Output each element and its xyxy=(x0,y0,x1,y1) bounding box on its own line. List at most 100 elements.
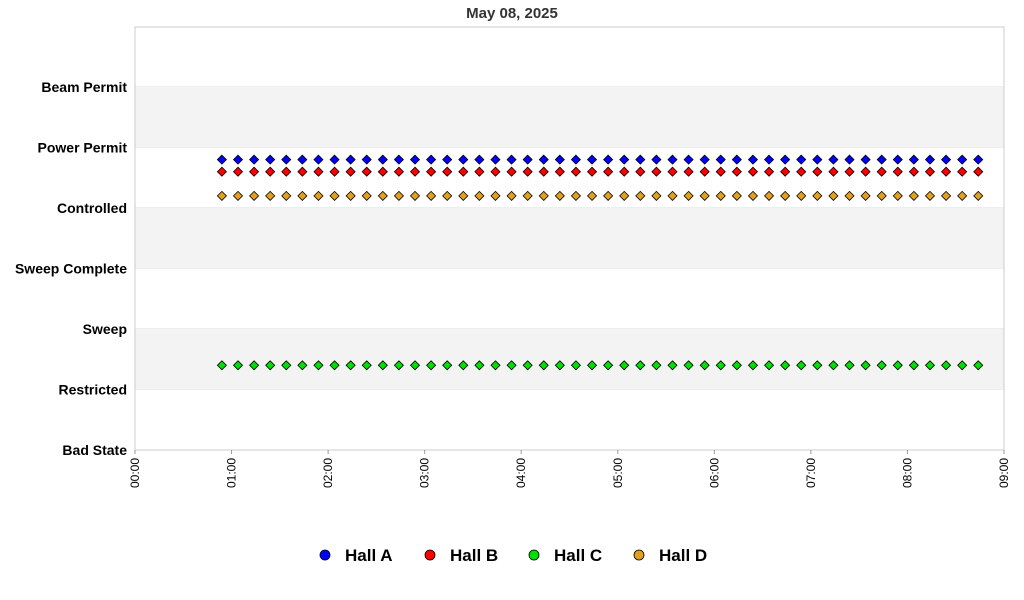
legend-marker xyxy=(424,549,436,561)
data-point xyxy=(409,154,421,165)
data-point xyxy=(522,190,533,201)
data-point xyxy=(522,360,533,371)
data-point xyxy=(973,360,984,371)
legend: Hall A Hall B Hall C Hall D xyxy=(319,546,707,565)
data-point xyxy=(908,360,919,371)
data-point xyxy=(329,154,340,165)
plot-band xyxy=(135,27,1004,87)
data-point xyxy=(265,360,276,371)
plot-band xyxy=(135,87,1004,148)
data-point xyxy=(876,166,887,177)
data-point xyxy=(586,154,598,165)
data-point xyxy=(973,166,984,177)
data-point xyxy=(538,360,549,371)
data-point xyxy=(844,166,855,177)
data-point xyxy=(232,166,244,177)
data-point xyxy=(860,154,871,165)
data-point xyxy=(812,154,823,165)
data-point xyxy=(635,166,646,177)
data-point xyxy=(345,190,356,201)
data-point xyxy=(908,190,919,201)
data-point xyxy=(216,166,227,177)
legend-label: Hall B xyxy=(450,546,498,565)
data-point xyxy=(442,190,453,201)
data-point xyxy=(393,190,404,201)
data-point xyxy=(651,360,662,371)
data-point xyxy=(249,190,260,201)
data-point xyxy=(361,360,372,371)
data-point xyxy=(667,360,678,371)
data-point xyxy=(329,190,340,201)
data-point xyxy=(281,190,292,201)
data-point xyxy=(490,360,501,371)
data-point xyxy=(667,166,678,177)
data-point xyxy=(635,154,646,165)
data-point xyxy=(828,166,839,177)
data-point xyxy=(458,190,469,201)
data-point xyxy=(860,360,871,371)
plot-band xyxy=(135,329,1004,390)
y-tick-label: Sweep Complete xyxy=(15,261,127,277)
data-point xyxy=(699,190,710,201)
data-point xyxy=(619,360,630,371)
data-point xyxy=(313,154,324,165)
x-tick-label: 01:00 xyxy=(225,458,239,488)
data-point xyxy=(265,190,276,201)
data-point xyxy=(538,154,549,165)
legend-label: Hall D xyxy=(659,546,707,565)
legend-marker xyxy=(633,549,645,561)
data-point xyxy=(554,154,565,165)
data-point xyxy=(249,166,260,177)
data-point xyxy=(715,166,726,177)
data-point xyxy=(232,360,244,371)
data-point xyxy=(522,166,533,177)
data-point xyxy=(828,360,839,371)
x-tick-label: 03:00 xyxy=(418,458,432,488)
data-point xyxy=(297,166,308,177)
data-point xyxy=(522,154,533,165)
data-point xyxy=(361,166,372,177)
data-point xyxy=(216,360,227,371)
data-point xyxy=(249,154,260,165)
data-points xyxy=(216,154,984,371)
data-point xyxy=(409,360,421,371)
legend-marker xyxy=(319,549,331,561)
data-point xyxy=(554,166,565,177)
data-point xyxy=(281,154,292,165)
legend-marker xyxy=(528,549,540,561)
data-point xyxy=(232,154,244,165)
data-point xyxy=(313,190,324,201)
data-point xyxy=(780,360,791,371)
data-point xyxy=(329,166,340,177)
data-point xyxy=(474,154,485,165)
data-point xyxy=(892,166,903,177)
x-tick-label: 02:00 xyxy=(321,458,335,488)
y-tick-label: Beam Permit xyxy=(41,79,127,95)
data-point xyxy=(683,154,694,165)
data-point xyxy=(860,166,871,177)
data-point xyxy=(908,166,919,177)
data-point xyxy=(603,166,614,177)
data-point xyxy=(377,360,388,371)
data-point xyxy=(297,190,308,201)
y-tick-label: Restricted xyxy=(59,382,127,398)
data-point xyxy=(876,154,887,165)
data-point xyxy=(635,190,646,201)
data-point xyxy=(442,166,453,177)
data-point xyxy=(313,360,324,371)
data-point xyxy=(409,190,421,201)
data-point xyxy=(973,190,984,201)
data-point xyxy=(313,166,324,177)
data-point xyxy=(812,360,823,371)
legend-label: Hall C xyxy=(554,546,602,565)
data-point xyxy=(796,360,807,371)
data-point xyxy=(249,360,260,371)
data-point xyxy=(281,166,292,177)
data-point xyxy=(844,190,855,201)
data-point xyxy=(924,154,936,165)
data-point xyxy=(860,190,871,201)
data-point xyxy=(474,360,485,371)
data-point xyxy=(490,190,501,201)
data-point xyxy=(876,360,887,371)
